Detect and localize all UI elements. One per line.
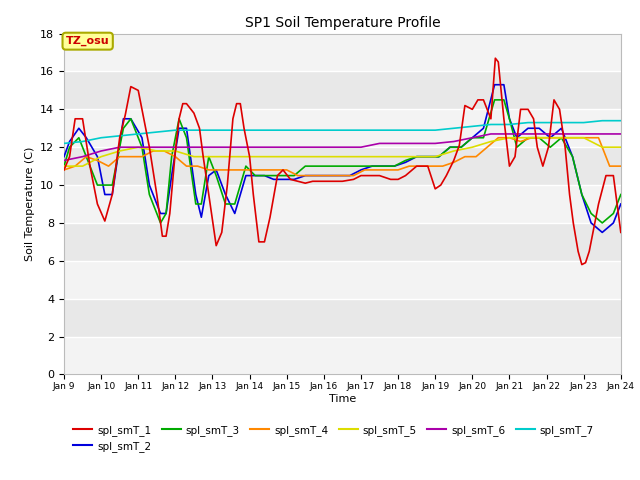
Bar <box>64 261 621 299</box>
X-axis label: Time: Time <box>329 394 356 404</box>
Y-axis label: Soil Temperature (C): Soil Temperature (C) <box>24 147 35 261</box>
Bar <box>64 109 621 147</box>
Bar <box>64 34 621 72</box>
Text: TZ_osu: TZ_osu <box>66 36 109 46</box>
Bar <box>64 185 621 223</box>
Title: SP1 Soil Temperature Profile: SP1 Soil Temperature Profile <box>244 16 440 30</box>
Legend: spl_smT_1, spl_smT_2, spl_smT_3, spl_smT_4, spl_smT_5, spl_smT_6, spl_smT_7: spl_smT_1, spl_smT_2, spl_smT_3, spl_smT… <box>69 420 598 456</box>
Bar <box>64 336 621 374</box>
